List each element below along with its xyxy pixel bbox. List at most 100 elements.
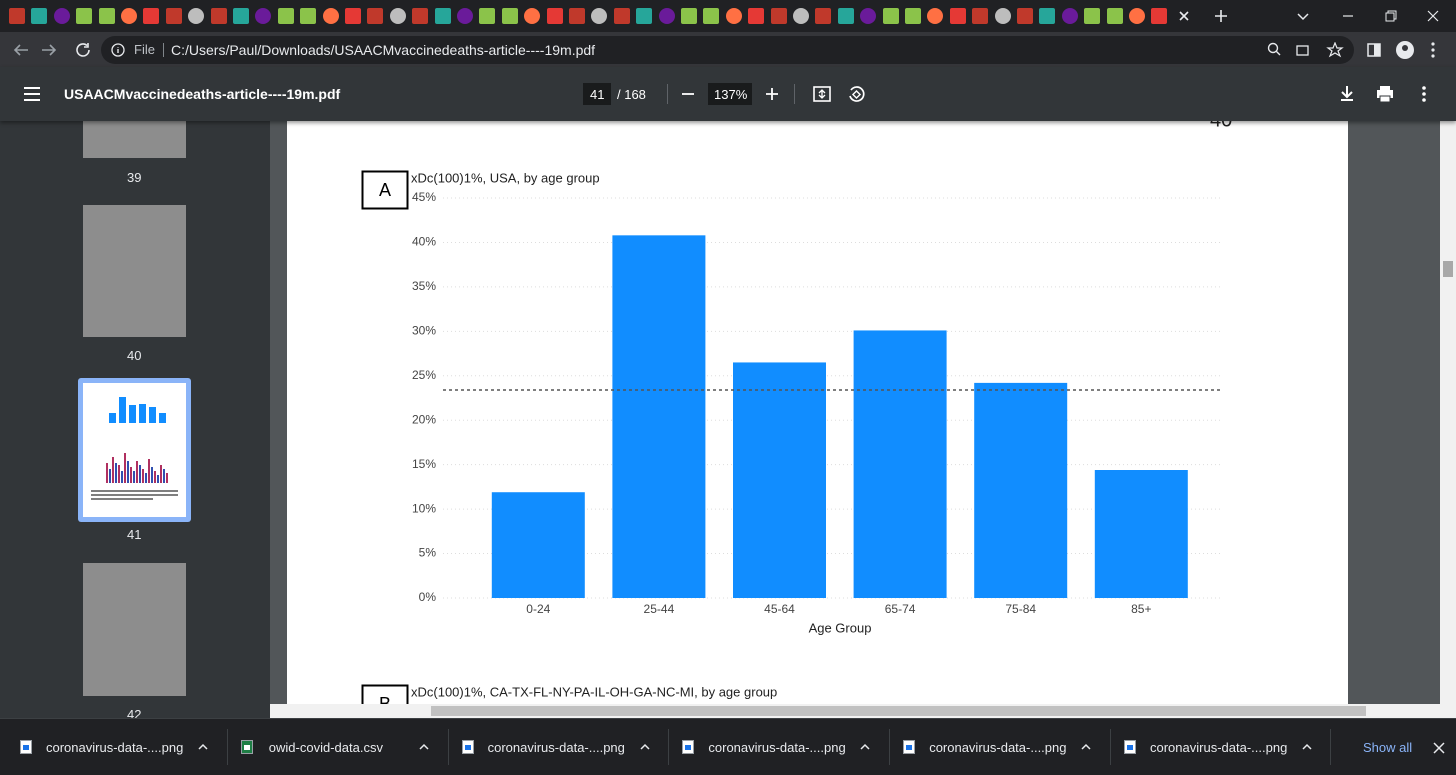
tab-favicon[interactable] (927, 8, 944, 24)
download-menu[interactable] (859, 741, 871, 753)
tab-favicon[interactable] (255, 8, 272, 24)
tab-favicon[interactable] (994, 8, 1011, 24)
nav-buttons[interactable] (12, 41, 92, 59)
tab-favicon[interactable] (98, 8, 115, 24)
download-item[interactable]: coronavirus-data-....png (20, 727, 220, 767)
y-tick-label: 15% (412, 457, 436, 471)
tab-favicon[interactable] (1084, 8, 1101, 24)
tab-favicon[interactable] (479, 8, 496, 24)
tab-favicon[interactable] (793, 8, 809, 24)
tab-favicon[interactable] (882, 8, 899, 24)
horizontal-scrollbar[interactable] (270, 704, 1440, 718)
tab-favicon[interactable] (300, 8, 317, 24)
download-item[interactable]: owid-covid-data.csv (240, 727, 441, 767)
tab-favicon[interactable] (9, 8, 25, 24)
show-all[interactable]: Show all (1363, 740, 1413, 755)
thumbnail-label: 41 (127, 527, 142, 542)
tab-favicon[interactable] (770, 8, 787, 24)
tab-favicon[interactable] (613, 8, 630, 24)
info-icon[interactable] (111, 43, 125, 57)
download-menu[interactable] (1080, 741, 1092, 753)
download-menu[interactable] (639, 741, 651, 753)
tab-favicon[interactable] (1061, 8, 1078, 24)
tab-favicon[interactable] (949, 8, 966, 24)
tab-favicon[interactable] (322, 8, 339, 24)
tab-favicon[interactable] (591, 8, 608, 24)
tab-favicon[interactable] (210, 8, 227, 24)
tab-search[interactable] (1295, 8, 1311, 24)
download-item[interactable]: coronavirus-data-....png (682, 727, 882, 767)
download-menu[interactable] (197, 741, 209, 753)
separator (889, 729, 891, 765)
tab-favicon[interactable] (569, 8, 585, 24)
close-window[interactable] (1425, 8, 1441, 24)
new-tab[interactable] (1213, 8, 1229, 24)
tab-favicon[interactable] (31, 8, 48, 24)
close-download-bar[interactable] (1432, 741, 1446, 755)
download-menu[interactable] (418, 741, 430, 753)
download-item[interactable]: coronavirus-data-....png (1124, 727, 1324, 767)
file-name: owid-covid-data.csv (268, 740, 383, 755)
tab-favicon[interactable] (860, 8, 877, 24)
tab-favicon[interactable] (725, 8, 742, 24)
tab-favicon[interactable] (1017, 8, 1033, 24)
download-item[interactable]: coronavirus-data-....png (461, 727, 662, 767)
separator (1330, 729, 1331, 765)
omnibox-icons[interactable] (1267, 42, 1347, 58)
omnibox[interactable]: File C:/Users/Paul/Downloads/USAACMvacci… (101, 36, 1354, 64)
toolbar-icons[interactable] (1366, 41, 1446, 59)
scroll-thumb[interactable] (431, 706, 1366, 716)
tab-favicon[interactable] (121, 8, 137, 24)
minimize[interactable] (1340, 8, 1356, 24)
zoom-in[interactable] (764, 86, 780, 102)
pdf-actions[interactable] (1339, 85, 1439, 103)
file-name: coronavirus-data-....png (46, 740, 184, 755)
tab-favicon[interactable] (972, 8, 989, 24)
zoom-out[interactable] (680, 86, 696, 102)
x-axis-label: Age Group (809, 620, 872, 635)
tab-favicon[interactable] (703, 8, 720, 24)
tab-favicon[interactable] (457, 8, 473, 24)
tab-favicon[interactable] (188, 8, 205, 24)
fit-page[interactable] (813, 85, 831, 103)
scroll-thumb[interactable] (1443, 261, 1453, 277)
tab-favicon[interactable] (412, 8, 429, 24)
tab-favicon[interactable] (748, 8, 765, 24)
tab-favicon[interactable] (1151, 8, 1168, 24)
tab-favicon[interactable] (636, 8, 653, 24)
tab-favicon[interactable] (1106, 8, 1123, 24)
tab-favicon[interactable] (524, 8, 541, 24)
tab-favicon[interactable] (905, 8, 921, 24)
thumbnail[interactable] (83, 205, 186, 337)
menu-button[interactable] (23, 86, 41, 102)
tab-favicon[interactable] (233, 8, 249, 24)
tab-favicon[interactable] (815, 8, 832, 24)
tab-favicon[interactable] (389, 8, 406, 24)
tab-favicon[interactable] (1039, 8, 1056, 24)
tab-favicon[interactable] (345, 8, 361, 24)
tab-favicon[interactable] (837, 8, 854, 24)
file-icon (1124, 740, 1136, 754)
tab-favicon[interactable] (76, 8, 93, 24)
download-item[interactable]: coronavirus-data-....png (903, 727, 1103, 767)
zoom-input[interactable]: 137% (708, 83, 752, 105)
tab-favicon[interactable] (434, 8, 451, 24)
tab-favicon[interactable] (681, 8, 697, 24)
tab-favicon[interactable] (1129, 8, 1145, 24)
tab-favicon[interactable] (165, 8, 182, 24)
download-menu[interactable] (1301, 741, 1313, 753)
thumbnail[interactable] (83, 563, 186, 696)
tab-favicon[interactable] (501, 8, 518, 24)
tab-favicon[interactable] (143, 8, 160, 24)
vertical-scrollbar[interactable] (1440, 121, 1456, 718)
tab-favicon[interactable] (277, 8, 294, 24)
restore[interactable] (1383, 8, 1399, 24)
tab-favicon[interactable] (367, 8, 384, 24)
tab-favicon[interactable] (658, 8, 675, 24)
tab-favicon[interactable] (53, 8, 70, 24)
thumbnail-selected[interactable] (78, 378, 191, 522)
tab-favicon[interactable] (546, 8, 563, 24)
close-tab[interactable] (1176, 8, 1192, 24)
page-input[interactable]: 41 (583, 83, 611, 105)
rotate[interactable] (847, 85, 865, 103)
